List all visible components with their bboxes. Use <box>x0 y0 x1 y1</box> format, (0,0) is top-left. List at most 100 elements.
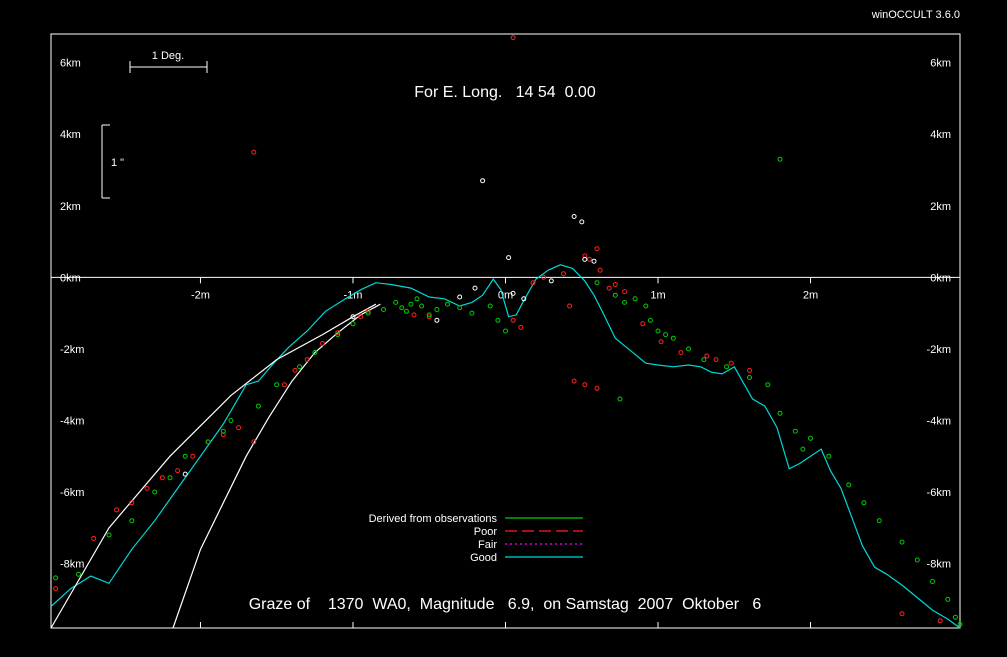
observation-point <box>594 280 600 286</box>
y-tick-label-left: 2km <box>60 201 81 213</box>
observation-point <box>952 614 958 620</box>
observation-point <box>765 382 771 388</box>
arcsec-scale-label: 1 " <box>111 157 124 169</box>
x-tick-label: 2m <box>803 289 818 301</box>
observation-point <box>251 439 257 445</box>
observation-point <box>713 357 719 363</box>
x-tick-label: 0m <box>498 289 513 301</box>
observation-point <box>399 305 405 311</box>
observation-point <box>426 314 432 320</box>
observation-point <box>292 367 298 373</box>
axis-layer: -2m -1m 0m 1m 2m 6km 6km 4km 4km 2km 2km 0km 0km -2km… <box>51 58 960 628</box>
observation-point <box>686 346 691 352</box>
observation-point <box>704 353 710 359</box>
degree-scale-bar: 1 Deg. <box>129 50 208 73</box>
observation-point <box>582 382 588 388</box>
y-tick-label-right: 0km <box>930 272 951 284</box>
observation-point <box>670 335 676 341</box>
y-tick-label-right: -2km <box>927 344 951 356</box>
observation-point <box>521 296 527 302</box>
observation-point <box>567 303 573 309</box>
observation-point <box>643 303 649 309</box>
observation-point <box>510 290 516 296</box>
x-tick-label: 1m <box>650 289 665 301</box>
observation-point <box>747 375 752 380</box>
observation-point <box>658 339 664 345</box>
y-tick-label-right: -8km <box>927 559 951 571</box>
observation-point <box>495 317 501 323</box>
observation-point <box>393 299 399 305</box>
observation-point <box>236 425 242 431</box>
observation-point <box>582 256 588 262</box>
observation-point <box>335 330 341 336</box>
observation-point <box>358 314 364 320</box>
observation-point <box>594 246 600 252</box>
observation-point <box>647 317 653 323</box>
observation-point <box>129 500 135 506</box>
observation-point <box>571 214 577 219</box>
observation-point <box>190 453 196 459</box>
observation-point <box>350 321 356 327</box>
observation-point <box>167 475 173 481</box>
observation-point <box>480 178 486 184</box>
observation-point <box>510 35 516 41</box>
observation-point <box>800 446 806 452</box>
observation-point <box>281 382 287 388</box>
limb-curve-2-line <box>172 303 381 629</box>
observation-point <box>365 310 371 316</box>
version-label: winOCCULT 3.6.0 <box>871 9 960 21</box>
observation-point <box>808 435 813 441</box>
observation-point <box>152 489 158 495</box>
y-tick-label-right: -6km <box>927 487 951 499</box>
y-tick-label-left: -8km <box>60 559 84 571</box>
observation-point <box>251 149 257 155</box>
legend-label-poor: Poor <box>474 526 498 538</box>
observation-point <box>403 308 409 314</box>
observation-point <box>274 382 280 388</box>
observation-point <box>411 312 417 318</box>
observation-point <box>472 285 478 291</box>
x-tick-label: -1m <box>344 289 363 301</box>
observation-point <box>622 289 627 295</box>
x-tick-label: -2m <box>191 289 210 301</box>
observation-point <box>312 350 318 355</box>
y-tick-label-left: -4km <box>60 415 84 427</box>
arcsec-scale-bar: 1 " <box>101 124 124 199</box>
observation-point <box>53 575 59 581</box>
legend: Derived from observations Poor Fair Good <box>369 513 583 564</box>
y-tick-label-right: -4km <box>927 415 951 427</box>
observation-point <box>846 482 852 488</box>
observation-point <box>632 296 638 302</box>
plot-frame <box>50 33 961 629</box>
chart-header: For E. Long. 14 54 0.00 <box>414 84 596 101</box>
observation-point <box>175 468 181 474</box>
observation-point <box>426 312 432 318</box>
observation-point <box>777 410 783 416</box>
observation-point <box>445 301 450 307</box>
observation-point <box>320 341 325 346</box>
observation-point <box>591 258 597 264</box>
observation-point <box>612 282 618 287</box>
chart-title: Graze of 1370 WA0, Magnitude 6.9, on Sam… <box>249 596 762 613</box>
observation-point <box>561 271 566 277</box>
observation-point <box>106 532 112 538</box>
observation-point <box>957 621 963 627</box>
observation-point <box>899 611 905 617</box>
y-tick-label-right: 6km <box>930 58 951 70</box>
observation-point <box>777 156 783 162</box>
observation-point <box>622 299 627 305</box>
observation-point <box>930 579 935 584</box>
observation-point <box>541 274 547 280</box>
observation-point <box>228 418 234 423</box>
observation-point <box>144 485 150 491</box>
observation-point <box>182 471 188 477</box>
legend-label-derived: Derived from observations <box>369 513 498 525</box>
observation-point <box>434 317 440 323</box>
observation-point <box>899 539 905 545</box>
observation-point <box>728 360 734 366</box>
y-tick-label-left: -6km <box>60 487 84 499</box>
observation-point <box>350 314 356 320</box>
good-line <box>50 264 961 629</box>
observation-point <box>182 453 188 459</box>
